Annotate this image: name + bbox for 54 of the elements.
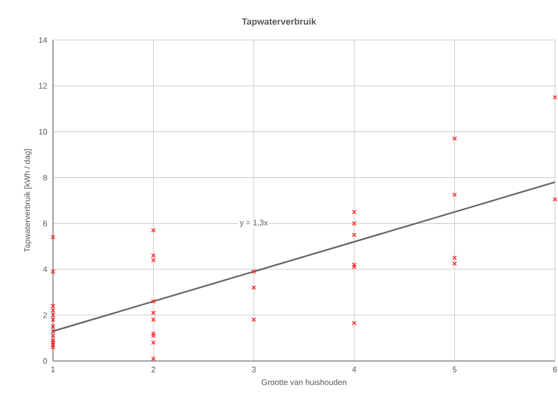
point (252, 317, 256, 322)
point (50, 312, 56, 318)
point (252, 285, 256, 290)
y-tick-label: 14 (39, 37, 48, 43)
y-tick-label: 10 (39, 128, 48, 135)
x-tick-label: 5 (452, 366, 456, 372)
point (352, 210, 356, 214)
point (151, 253, 156, 258)
point (50, 234, 56, 240)
point (352, 262, 356, 267)
point (352, 221, 356, 226)
point (50, 317, 56, 322)
y-tick-label: 8 (43, 174, 47, 180)
x-axis-title: Grootte van huishouden (262, 379, 346, 386)
point (151, 258, 156, 262)
point (552, 197, 558, 202)
point (452, 256, 457, 260)
point (50, 333, 56, 338)
y-tick-label: 4 (43, 266, 48, 272)
point (352, 264, 356, 270)
y-tick-label: 0 (43, 358, 48, 364)
point (452, 136, 457, 141)
y-tick-label: 12 (39, 83, 47, 89)
point (50, 324, 56, 329)
point (151, 356, 156, 361)
point (452, 192, 457, 198)
x-tick-label: 6 (553, 366, 557, 372)
point (50, 342, 56, 348)
point (352, 232, 356, 238)
point (452, 261, 457, 266)
point (50, 308, 56, 313)
point (151, 299, 156, 304)
point (252, 269, 256, 274)
chart-title: Tapwaterverbruik (242, 18, 316, 26)
x-tick-label: 3 (252, 366, 256, 372)
point (50, 340, 56, 345)
y-tick-label: 2 (43, 312, 47, 318)
x-tick-label: 4 (352, 366, 356, 372)
point (151, 310, 156, 316)
point (50, 304, 56, 308)
point (352, 320, 356, 326)
point (151, 228, 156, 233)
x-tick-label: 2 (152, 366, 156, 372)
point (50, 269, 56, 274)
y-tick-label: 6 (43, 220, 47, 226)
y-axis-title: Tapwaterverbruik [kWh / dag] (24, 149, 32, 252)
point (50, 328, 56, 334)
point (151, 340, 156, 345)
point (151, 331, 156, 336)
point (151, 333, 156, 338)
point (151, 317, 156, 322)
point (552, 95, 558, 100)
annotation: y = 1,3x (240, 220, 268, 228)
x-tick-label: 1 (51, 366, 55, 372)
